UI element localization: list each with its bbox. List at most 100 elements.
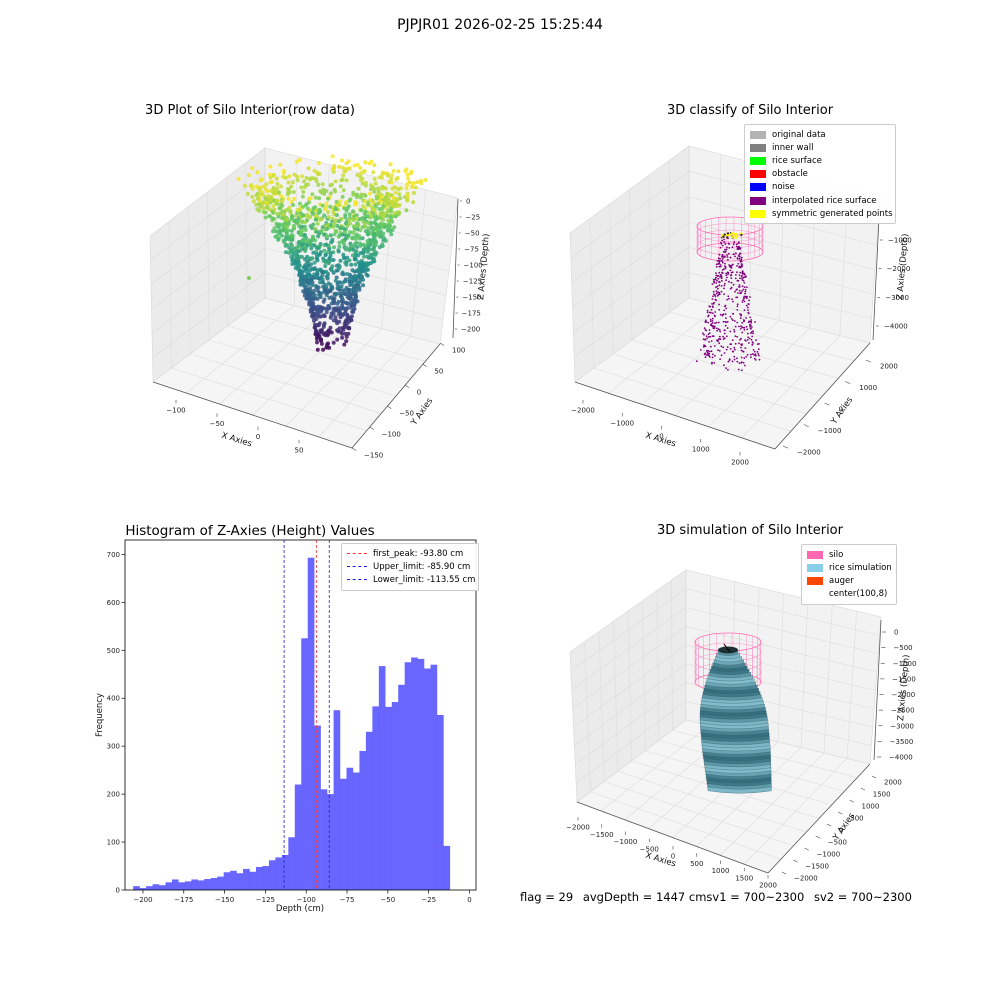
symmetric-generated-point	[726, 236, 729, 239]
interpolated-surface-point	[710, 350, 713, 353]
raw-data-point	[260, 192, 265, 197]
interpolated-surface-point	[703, 353, 706, 356]
legend-label: rice surface	[772, 155, 822, 166]
raw-data-point	[315, 258, 320, 263]
y-tick-label: 500	[107, 647, 120, 655]
raw-data-point	[371, 200, 376, 205]
y-axis-tick-label: −1000	[818, 427, 842, 435]
interpolated-surface-point	[740, 313, 743, 316]
histogram-bar	[301, 638, 308, 890]
raw-data-point	[272, 207, 277, 212]
raw-data-point	[322, 287, 327, 292]
interpolated-surface-point	[723, 241, 725, 243]
raw-data-point	[285, 208, 290, 212]
histogram-bar	[411, 657, 418, 890]
x-tick-label: −200	[133, 896, 152, 904]
raw-data-point	[287, 236, 292, 241]
raw-data-point	[379, 194, 384, 199]
raw-data-point	[341, 173, 346, 178]
raw-data-point	[326, 215, 331, 219]
raw-data-point	[339, 226, 344, 230]
raw-data-point	[333, 228, 338, 233]
interpolated-surface-point	[740, 256, 743, 259]
interpolated-surface-point	[725, 348, 728, 351]
raw-data-point	[336, 249, 341, 254]
interpolated-surface-point	[711, 317, 714, 320]
z-axis-tick-label: −150	[462, 294, 481, 302]
interpolated-surface-point	[704, 338, 707, 341]
interpolated-surface-point	[718, 303, 720, 306]
interpolated-surface-point	[750, 326, 753, 328]
raw-data-point	[360, 260, 364, 265]
symmetric-generated-point	[726, 232, 730, 235]
raw-data-point	[321, 187, 326, 192]
interpolated-surface-point	[717, 328, 720, 331]
raw-data-point	[347, 217, 352, 222]
grid-line	[656, 590, 660, 741]
raw-data-point	[353, 262, 358, 267]
raw-data-point	[384, 186, 389, 191]
raw-data-point	[387, 220, 392, 224]
interpolated-surface-point	[736, 303, 739, 306]
symmetric-generated-point	[736, 235, 739, 238]
interpolated-surface-point	[721, 314, 724, 316]
raw-data-point	[324, 293, 329, 298]
raw-data-point	[314, 252, 319, 257]
raw-data-point	[311, 291, 316, 296]
x-axis-tick-label: −500	[640, 845, 659, 853]
raw-data-3d-title: 3D Plot of Silo Interior(row data)	[145, 103, 355, 118]
raw-data-point	[402, 195, 407, 199]
raw-data-point	[352, 163, 357, 168]
raw-data-point	[353, 299, 358, 304]
interpolated-surface-point	[713, 325, 716, 328]
legend-item: original data	[750, 128, 890, 141]
raw-data-point	[393, 190, 398, 195]
interpolated-surface-point	[739, 248, 741, 250]
raw-data-point	[347, 198, 352, 203]
raw-data-point	[341, 188, 346, 193]
raw-data-point	[327, 256, 332, 261]
raw-data-point	[362, 192, 367, 197]
interpolated-surface-point	[729, 330, 732, 333]
interpolated-surface-point	[740, 260, 743, 263]
interpolated-surface-point	[713, 280, 715, 283]
raw-data-point	[296, 241, 301, 246]
interpolated-surface-point	[699, 349, 702, 351]
raw-data-point	[392, 225, 397, 230]
interpolated-surface-point	[740, 258, 743, 261]
interpolated-surface-point	[735, 274, 737, 276]
interpolated-surface-point	[758, 354, 760, 357]
raw-data-point	[317, 207, 322, 212]
raw-data-point	[331, 306, 336, 311]
histogram-bar	[398, 684, 405, 890]
interpolated-surface-point	[738, 289, 741, 292]
raw-data-point	[303, 289, 308, 294]
raw-data-point	[323, 333, 328, 337]
histogram-bar	[314, 725, 321, 890]
raw-data-point	[365, 247, 370, 252]
x-tick-label: 0	[467, 896, 471, 904]
raw-data-point	[337, 326, 342, 331]
interpolated-surface-point	[712, 326, 714, 328]
raw-data-point	[305, 182, 310, 187]
raw-data-point	[410, 181, 415, 186]
raw-data-point	[345, 206, 350, 211]
raw-data-point	[249, 183, 254, 188]
raw-data-point	[308, 196, 313, 201]
raw-data-point	[290, 237, 295, 242]
interpolated-surface-point	[735, 289, 738, 291]
histogram-bar	[365, 731, 373, 890]
y-axis-tick-label: 2000	[884, 779, 902, 787]
legend-line-swatch	[347, 566, 367, 568]
interpolated-surface-point	[732, 312, 734, 315]
interpolated-surface-point	[747, 312, 750, 315]
interpolated-surface-point	[725, 321, 728, 324]
raw-data-point	[375, 222, 380, 227]
raw-data-point	[307, 256, 311, 261]
raw-data-point	[360, 236, 365, 241]
raw-data-point	[307, 208, 312, 213]
raw-data-point	[251, 199, 256, 204]
raw-data-point	[360, 225, 365, 230]
raw-data-point	[309, 278, 314, 283]
raw-data-point	[324, 201, 329, 206]
